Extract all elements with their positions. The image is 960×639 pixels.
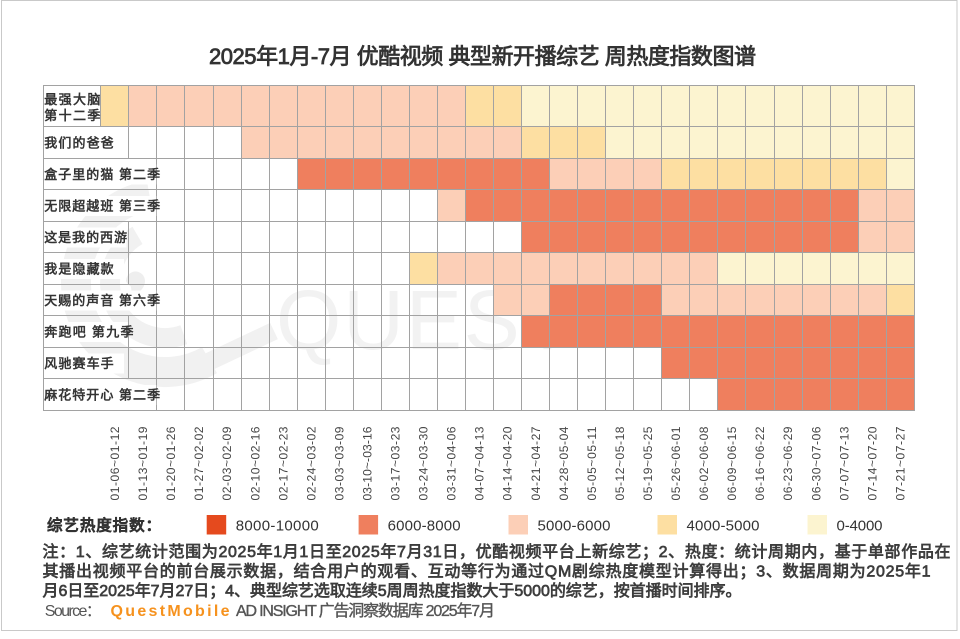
svg-text:这是我的西游: 这是我的西游	[44, 230, 127, 245]
svg-text:奔跑吧 第九季: 奔跑吧 第九季	[44, 324, 133, 339]
svg-text:06-30~07-06: 06-30~07-06	[809, 426, 823, 500]
svg-text:03-10~-03-16: 03-10~-03-16	[360, 426, 374, 500]
svg-text:我们的爸爸: 我们的爸爸	[44, 135, 114, 150]
svg-text:2025年1月-7月 优酷视频 典型新开播综艺 周热度指数图: 2025年1月-7月 优酷视频 典型新开播综艺 周热度指数图谱	[209, 44, 756, 69]
svg-text:风驰赛车手: 风驰赛车手	[44, 356, 114, 371]
svg-text:QuestMobile: QuestMobile	[111, 603, 230, 620]
svg-text:05-19~05-25: 05-19~05-25	[641, 426, 655, 500]
svg-text:0-4000: 0-4000	[837, 518, 883, 535]
svg-text:盒子里的猫 第二季: 盒子里的猫 第二季	[44, 167, 160, 182]
svg-text:03-31~04-06: 03-31~04-06	[445, 426, 459, 500]
svg-text:01-27~02-02: 01-27~02-02	[192, 426, 206, 500]
svg-text:第十二季: 第十二季	[44, 108, 100, 123]
svg-text:天赐的声音 第六季: 天赐的声音 第六季	[44, 293, 160, 308]
svg-text:8000-10000: 8000-10000	[236, 518, 319, 535]
svg-text:04-21~04-27: 04-21~04-27	[529, 426, 543, 500]
svg-text:01-13~01-19: 01-13~01-19	[136, 426, 150, 500]
svg-text:4000-5000: 4000-5000	[687, 518, 760, 535]
svg-text:QUEST: QUEST	[276, 273, 573, 367]
svg-text:5000-6000: 5000-6000	[538, 518, 611, 535]
svg-text:06-02~06-08: 06-02~06-08	[697, 426, 711, 500]
svg-text:06-23~06-29: 06-23~06-29	[781, 426, 795, 500]
svg-text:07-07~07-13: 07-07~07-13	[837, 426, 851, 500]
svg-text:05-26~06-01: 05-26~06-01	[669, 426, 683, 500]
svg-text:AD INSIGHT 广告洞察数据库 2025年7月: AD INSIGHT 广告洞察数据库 2025年7月	[236, 602, 495, 620]
svg-text:01-20~01-26: 01-20~01-26	[164, 426, 178, 500]
svg-text:无限超越班 第三季: 无限超越班 第三季	[44, 198, 160, 213]
svg-text:02-24~03-02: 02-24~03-02	[304, 426, 318, 500]
svg-text:03-17~03-23: 03-17~03-23	[389, 426, 403, 500]
svg-text:04-07~04-13: 04-07~04-13	[473, 426, 487, 500]
svg-text:05-05~05-11: 05-05~05-11	[585, 426, 599, 500]
svg-text:04-28~05-04: 04-28~05-04	[557, 426, 571, 500]
svg-text:02-17~02-23: 02-17~02-23	[276, 426, 290, 500]
svg-text:03-03~03-09: 03-03~03-09	[332, 426, 346, 500]
svg-text:最强大脑: 最强大脑	[44, 92, 100, 107]
svg-text:01-06~01-12: 01-06~01-12	[108, 426, 122, 500]
svg-text:06-09~06-15: 06-09~06-15	[725, 426, 739, 500]
svg-text:03-24~03-30: 03-24~03-30	[417, 426, 431, 500]
svg-text:04-14~04-20: 04-14~04-20	[501, 426, 515, 500]
svg-text:07-14~07-20: 07-14~07-20	[865, 426, 879, 500]
svg-text:Source：: Source：	[45, 603, 102, 620]
svg-text:麻花特开心 第二季: 麻花特开心 第二季	[44, 387, 160, 402]
svg-text:月6日至2025年7月27日；4、典型综艺选取连续5周周热度: 月6日至2025年7月27日；4、典型综艺选取连续5周周热度指数大于5000的综…	[43, 582, 742, 600]
svg-text:06-16~06-22: 06-16~06-22	[753, 426, 767, 500]
svg-text:6000-8000: 6000-8000	[388, 518, 461, 535]
svg-text:05-12~05-18: 05-12~05-18	[613, 426, 627, 500]
svg-text:02-10~02-16: 02-10~02-16	[248, 426, 262, 500]
svg-text:注：1、综艺统计范围为2025年1月1日至2025年7月31: 注：1、综艺统计范围为2025年1月1日至2025年7月31日，优酷视频平台上新…	[43, 543, 951, 561]
svg-text:02-03~02-09: 02-03~02-09	[220, 426, 234, 500]
svg-text:综艺热度指数：: 综艺热度指数：	[47, 516, 161, 535]
svg-text:我是隐藏款: 我是隐藏款	[44, 261, 114, 276]
svg-text:其播出视频平台的前台展示数据，结合用户的观看、互动等行为通过: 其播出视频平台的前台展示数据，结合用户的观看、互动等行为通过QM剧综热度模型计算…	[43, 562, 931, 581]
svg-text:07-21~07-27: 07-21~07-27	[893, 426, 907, 500]
